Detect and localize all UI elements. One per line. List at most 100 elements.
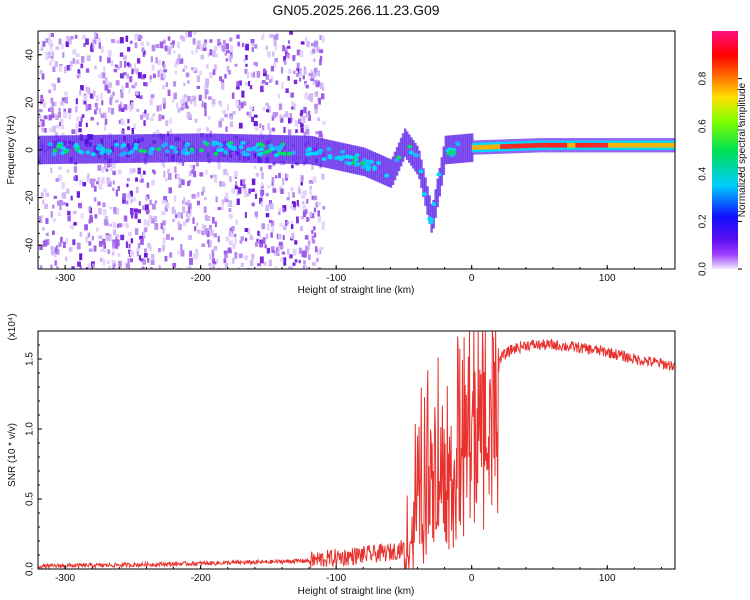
- noise-speck: [211, 249, 215, 257]
- noise-speck: [317, 215, 322, 223]
- noise-speck: [142, 111, 147, 118]
- noise-speck: [313, 207, 317, 213]
- noise-speck: [140, 267, 144, 269]
- snr-x-label: Height of straight line (km): [298, 586, 415, 597]
- noise-speck: [144, 204, 149, 211]
- noise-speck: [85, 122, 88, 128]
- noise-speck: [143, 120, 146, 126]
- ridge-halo: [438, 167, 441, 197]
- noise-speck: [45, 38, 50, 43]
- noise-speck: [322, 206, 326, 210]
- noise-speck: [212, 173, 215, 178]
- noise-speck: [77, 261, 81, 267]
- x-tick-label: -300: [55, 573, 75, 584]
- noise-speck: [88, 206, 91, 212]
- ridge-blob: [338, 157, 344, 162]
- noise-speck: [48, 89, 51, 94]
- ridge-halo: [153, 134, 157, 163]
- ridge-halo: [462, 134, 466, 163]
- noise-speck: [317, 201, 321, 206]
- noise-speck: [274, 266, 277, 269]
- ridge-halo: [381, 155, 385, 185]
- snr-y-ticks: 0.0 0.5 1.0 1.5: [25, 344, 42, 576]
- noise-speck: [97, 164, 102, 171]
- y-tick-label: 20: [25, 96, 36, 108]
- noise-speck: [281, 82, 284, 89]
- noise-speck: [259, 243, 264, 248]
- noise-speck: [215, 258, 219, 264]
- noise-speck: [319, 49, 324, 54]
- noise-speck: [260, 81, 264, 86]
- x-tick-label: -100: [326, 273, 346, 284]
- noise-speck: [305, 128, 310, 135]
- noise-speck: [120, 73, 124, 79]
- noise-speck: [191, 67, 195, 71]
- noise-speck: [134, 228, 139, 235]
- ridge-peak: [650, 142, 654, 148]
- noise-speck: [52, 125, 56, 133]
- noise-speck: [71, 129, 75, 134]
- noise-speck: [229, 45, 234, 52]
- noise-speck: [245, 63, 248, 67]
- noise-speck: [174, 70, 177, 75]
- noise-speck: [248, 188, 251, 194]
- ridge-peak: [506, 144, 509, 149]
- noise-speck: [292, 248, 297, 256]
- noise-speck: [104, 118, 108, 125]
- noise-speck: [259, 123, 262, 129]
- noise-speck: [50, 211, 53, 218]
- noise-speck: [38, 114, 42, 119]
- noise-speck: [314, 40, 319, 47]
- noise-speck: [116, 40, 120, 44]
- noise-speck: [287, 45, 291, 49]
- noise-speck: [311, 239, 316, 244]
- noise-speck: [78, 202, 83, 209]
- noise-speck: [313, 58, 316, 62]
- noise-speck: [103, 112, 107, 119]
- noise-speck: [83, 100, 87, 105]
- noise-speck: [151, 253, 155, 261]
- ridge-blob: [156, 147, 162, 152]
- noise-speck: [321, 35, 325, 43]
- ridge-blob: [99, 150, 105, 155]
- ridge-halo: [334, 141, 338, 170]
- noise-speck: [130, 207, 134, 215]
- noise-speck: [296, 62, 300, 68]
- noise-speck: [56, 266, 59, 269]
- ridge-peak: [664, 142, 668, 148]
- noise-speck: [298, 204, 301, 209]
- noise-speck: [51, 113, 55, 119]
- snr-y-multiplier: (x10⁴): [7, 313, 18, 340]
- noise-speck: [42, 227, 45, 231]
- noise-speck: [293, 70, 296, 75]
- noise-speck: [53, 195, 58, 200]
- noise-speck: [109, 235, 113, 242]
- noise-speck: [101, 72, 106, 79]
- noise-speck: [213, 45, 218, 51]
- noise-speck: [246, 72, 250, 79]
- noise-speck: [193, 253, 198, 260]
- noise-speck: [309, 211, 313, 217]
- ridge-blob: [77, 149, 83, 154]
- noise-speck: [291, 224, 294, 229]
- noise-speck: [117, 185, 120, 191]
- noise-speck: [98, 240, 103, 247]
- noise-speck: [204, 92, 207, 99]
- noise-speck: [102, 209, 107, 216]
- noise-speck: [119, 37, 124, 44]
- noise-speck: [114, 99, 119, 103]
- noise-speck: [310, 213, 315, 219]
- noise-speck: [283, 261, 287, 266]
- ridge-peak: [581, 142, 584, 148]
- noise-speck: [57, 111, 62, 118]
- noise-speck: [115, 80, 120, 86]
- ridge-halo: [359, 146, 362, 176]
- noise-speck: [212, 50, 216, 58]
- y-tick-label: -20: [25, 190, 36, 205]
- noise-speck: [209, 39, 213, 43]
- noise-speck: [98, 42, 102, 49]
- ridge-halo: [212, 133, 216, 163]
- noise-speck: [92, 181, 95, 188]
- noise-speck: [207, 96, 212, 100]
- noise-speck: [181, 37, 186, 42]
